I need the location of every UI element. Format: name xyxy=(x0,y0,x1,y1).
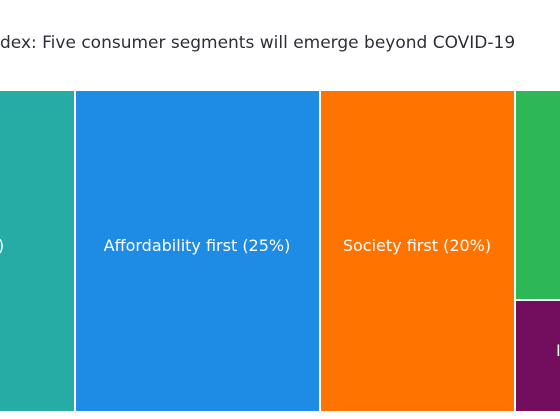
treemap-tile-4 xyxy=(516,91,560,299)
chart-title: dex: Five consumer segments will emerge … xyxy=(0,33,516,53)
treemap-tile-label-3: Society first (20%) xyxy=(343,236,491,255)
treemap-tile-label-2: Affordability first (25%) xyxy=(104,236,291,255)
treemap-tile-5 xyxy=(516,301,560,411)
treemap-tile-3 xyxy=(321,91,514,411)
treemap-tile-label-5: I xyxy=(556,341,560,360)
treemap-tile-2 xyxy=(76,91,319,411)
treemap-tile-1 xyxy=(0,91,74,411)
treemap-tile-label-1: ) xyxy=(0,236,4,255)
